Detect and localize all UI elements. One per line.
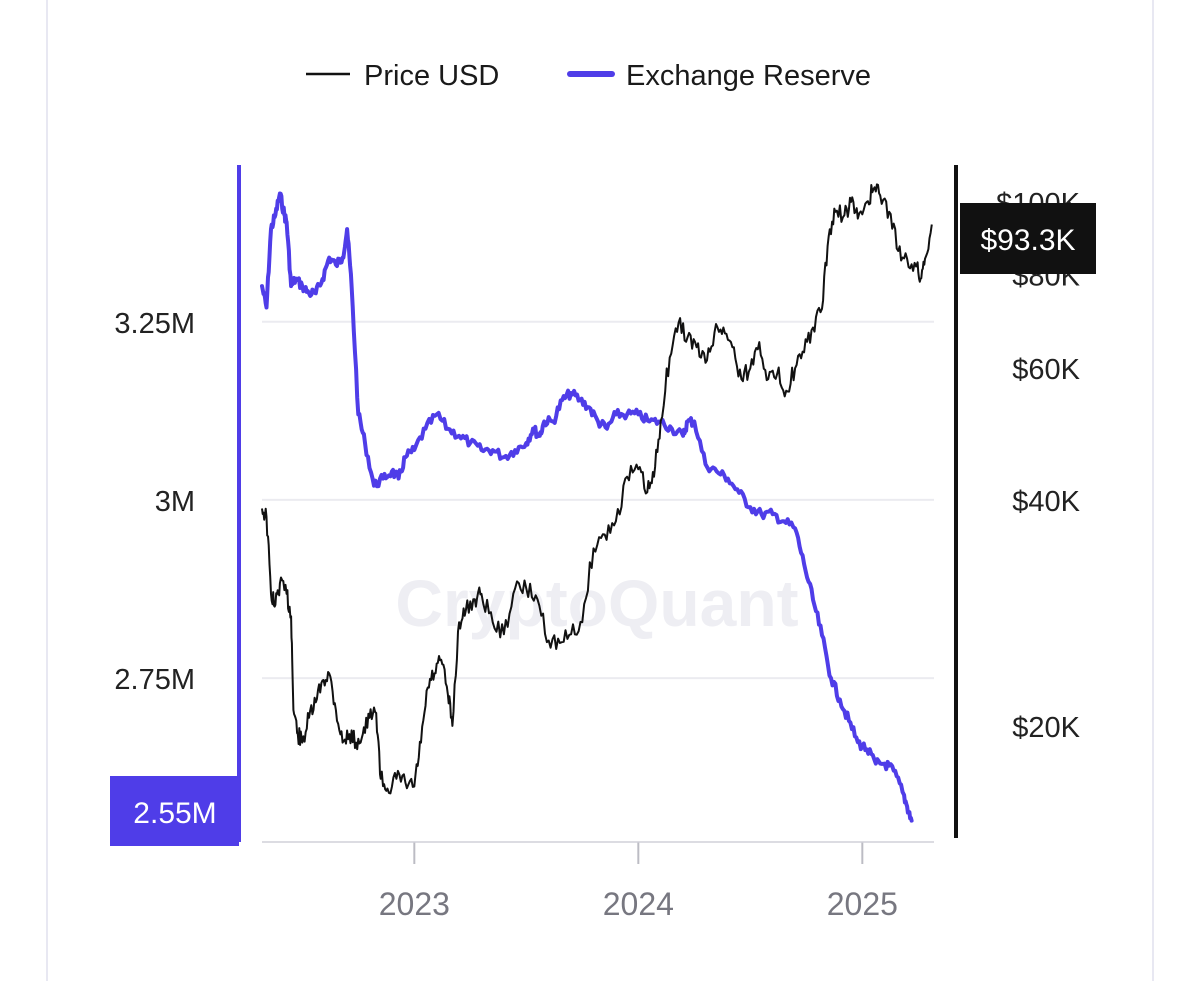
x-axis-ticks: 2023 2024 2025 xyxy=(379,842,898,922)
grid-lines xyxy=(262,320,934,680)
x-tick-label: 2024 xyxy=(603,886,674,922)
legend: Price USD Exchange Reserve xyxy=(306,60,871,92)
card-border-left xyxy=(46,0,48,981)
left-tick-label: 2.75M xyxy=(114,664,195,696)
reserve-current-value: 2.55M xyxy=(133,797,216,830)
price-current-value: $93.3K xyxy=(980,224,1075,257)
right-tick-label: $40K xyxy=(1012,486,1080,518)
x-tick-label: 2025 xyxy=(827,886,898,922)
price-current-badge: $93.3K xyxy=(960,203,1096,274)
right-tick-label: $60K xyxy=(1012,354,1080,386)
left-axis-ticks: 3.25M 3M 2.75M xyxy=(114,308,195,696)
left-tick-label: 3M xyxy=(155,486,195,518)
right-tick-label: $20K xyxy=(1012,712,1080,744)
card-border-right xyxy=(1152,0,1154,981)
x-tick-label: 2023 xyxy=(379,886,450,922)
left-tick-label: 3.25M xyxy=(114,308,195,340)
legend-price-label[interactable]: Price USD xyxy=(364,60,499,92)
legend-reserve-label[interactable]: Exchange Reserve xyxy=(626,60,871,92)
watermark: CryptoQuant xyxy=(395,566,798,640)
price-series-line[interactable] xyxy=(261,183,933,795)
reserve-current-badge: 2.55M xyxy=(110,776,239,846)
right-axis-ticks: $100K$80K$60K$40K$20K xyxy=(996,188,1081,744)
reserve-series-line[interactable] xyxy=(260,191,914,823)
